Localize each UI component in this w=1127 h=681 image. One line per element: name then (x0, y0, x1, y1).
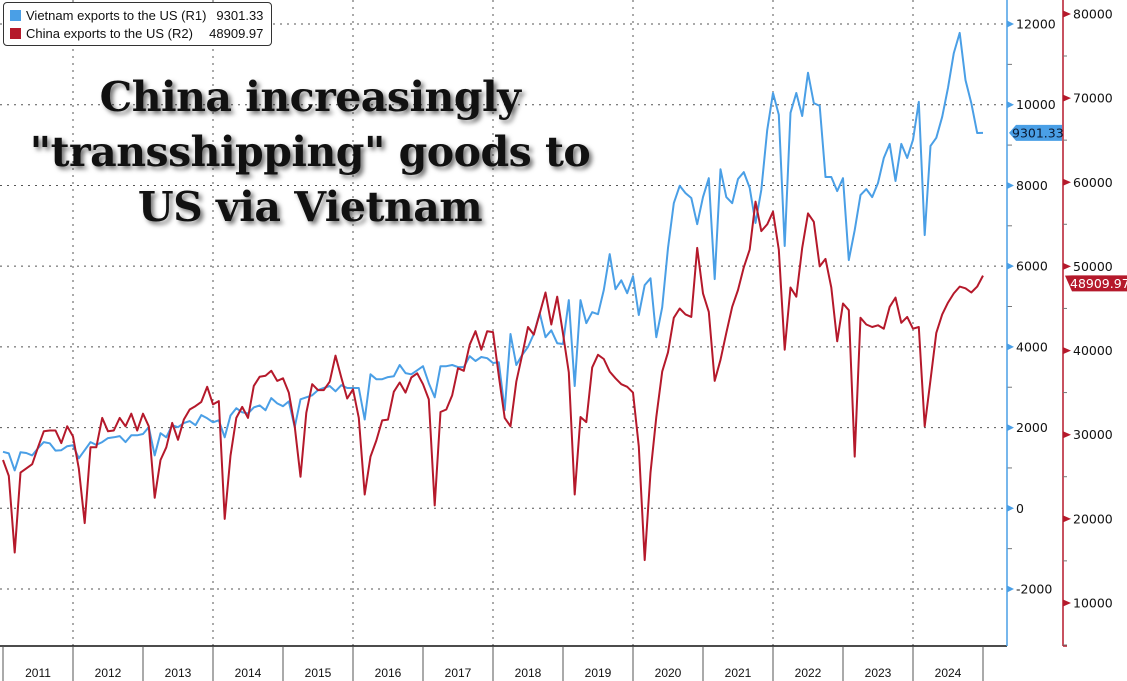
r2-tick-label: 20000 (1073, 511, 1113, 526)
r2-tick-marker (1063, 10, 1071, 18)
r1-tick-marker (1007, 343, 1014, 351)
china-last-value: 48909.97 (1070, 276, 1127, 291)
gridlines (0, 0, 1007, 646)
r1-tick-marker (1007, 504, 1014, 512)
r1-tick-marker (1007, 101, 1014, 109)
china-last-value-box (1065, 275, 1127, 292)
x-tick-label: 2022 (795, 666, 822, 680)
r2-tick-label: 40000 (1073, 343, 1113, 358)
r1-tick-label: 12000 (1016, 17, 1056, 32)
x-tick-label: 2014 (235, 666, 262, 680)
title-line: US via Vietnam (137, 183, 483, 231)
r2-tick-label: 80000 (1073, 6, 1113, 21)
r2-tick-marker (1063, 599, 1071, 607)
r2-tick-marker (1063, 262, 1071, 270)
x-tick-label: 2020 (655, 666, 682, 680)
x-tick-label: 2021 (725, 666, 752, 680)
r2-tick-marker (1063, 94, 1071, 102)
r1-tick-label: 6000 (1016, 259, 1048, 274)
legend-label: China exports to the US (R2) (26, 25, 193, 41)
r1-tick-marker (1007, 424, 1014, 432)
legend-label: Vietnam exports to the US (R1) (26, 7, 207, 23)
r1-tick-marker (1007, 585, 1014, 593)
vietnam-last-value-box (1009, 124, 1062, 141)
r1-tick-label: 4000 (1016, 339, 1048, 354)
x-tick-label: 2016 (375, 666, 402, 680)
china-series-line (2, 200, 984, 562)
x-tick-label: 2019 (585, 666, 612, 680)
r2-tick-label: 50000 (1073, 259, 1113, 274)
r2-tick-label: 60000 (1073, 175, 1113, 190)
last-value-labels: 9301.33 48909.97 (1009, 124, 1127, 292)
r2-tick-marker (1063, 347, 1071, 355)
legend-value: 48909.97 (209, 25, 264, 41)
x-axis: 2011 2012 2013 2014 2015 2016 2017 2018 2019 2020… (0, 645, 1007, 681)
x-tick-label: 2011 (25, 666, 51, 680)
x-tick-label: 2018 (515, 666, 542, 680)
r2-tick-label: 30000 (1073, 427, 1113, 442)
legend: Vietnam exports to the US (R1) 9301.33 C… (3, 2, 273, 46)
title-line: "transshipping" goods to (29, 128, 591, 176)
r2-tick-marker (1063, 178, 1071, 186)
title-line: China increasingly (99, 73, 521, 121)
legend-swatch-blue (10, 9, 21, 21)
r1-tick-marker (1007, 20, 1014, 28)
r1-tick-label: -2000 (1016, 582, 1052, 597)
chart-title: China increasingly "transshipping" goods… (20, 70, 600, 235)
r2-tick-label: 70000 (1073, 91, 1113, 106)
x-tick-label: 2024 (935, 666, 962, 680)
x-tick-label: 2017 (445, 666, 472, 680)
r1-tick-label: 2000 (1016, 420, 1048, 435)
r1-tick-marker (1007, 181, 1014, 189)
r1-tick-marker (1007, 262, 1014, 270)
legend-item-vietnam: Vietnam exports to the US (R1) 9301.33 (10, 6, 263, 24)
vietnam-last-value: 9301.33 (1012, 125, 1064, 140)
r2-axis: 10000 20000 30000 40000 50000 60000 70000 80000 (1062, 0, 1113, 647)
x-tick-label: 2013 (165, 666, 192, 680)
vietnam-series-line (2, 31, 984, 472)
legend-swatch-red (10, 27, 21, 39)
r1-tick-label: 8000 (1016, 178, 1048, 193)
series-lines (2, 31, 984, 562)
r2-tick-marker (1063, 431, 1071, 439)
r2-tick-label: 10000 (1073, 596, 1113, 611)
x-tick-label: 2012 (95, 666, 122, 680)
r2-tick-marker (1063, 515, 1071, 523)
legend-item-china: China exports to the US (R2) 48909.97 (10, 24, 263, 42)
x-tick-label: 2015 (305, 666, 332, 680)
r1-axis: -2000 0 2000 4000 6000 8000 10000 12000 (1006, 0, 1056, 646)
x-tick-label: 2023 (865, 666, 892, 680)
legend-value: 9301.33 (216, 7, 264, 23)
r1-tick-label: 0 (1016, 501, 1024, 516)
r1-tick-label: 10000 (1016, 97, 1056, 112)
